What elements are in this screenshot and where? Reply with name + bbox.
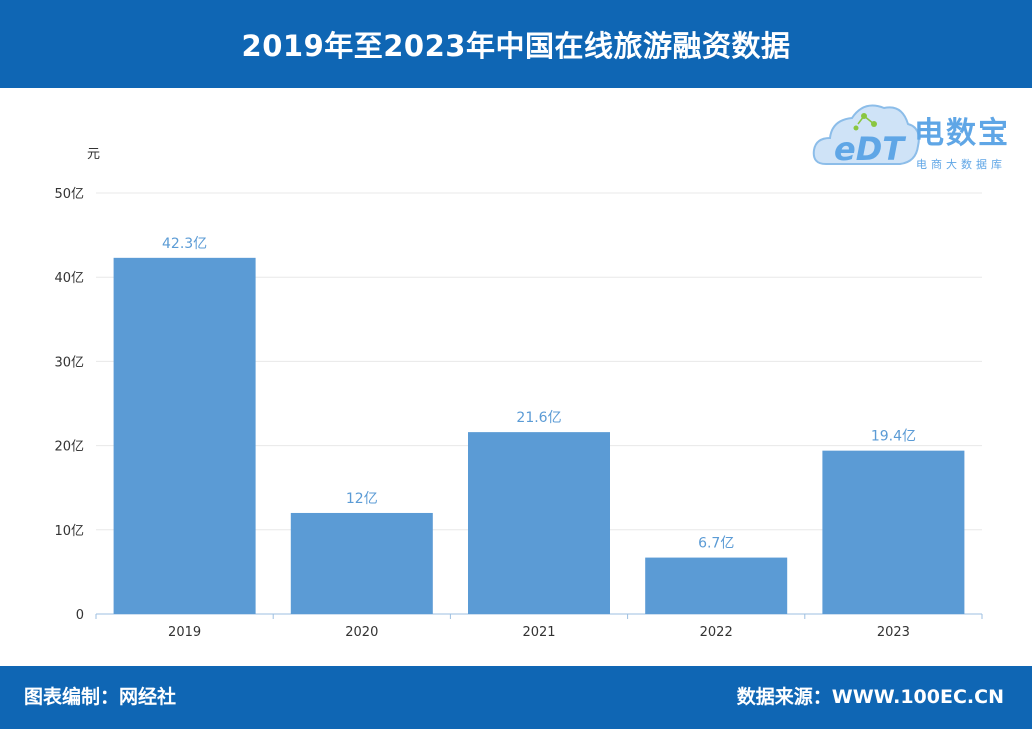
y-axis-unit: 元	[87, 147, 100, 162]
data-label-2020: 12亿	[346, 491, 378, 507]
data-label-2023: 19.4亿	[871, 429, 916, 445]
edt-logo: eDT 电数宝 电商大数据库	[812, 94, 1024, 176]
y-tick-label: 0	[76, 608, 84, 623]
data-label-2021: 21.6亿	[516, 410, 561, 426]
y-tick-label: 50亿	[54, 187, 84, 202]
data-label-2022: 6.7亿	[698, 536, 734, 552]
bar-2021	[468, 432, 610, 614]
data-label-2019: 42.3亿	[162, 236, 207, 252]
x-tick-label-2020: 2020	[345, 625, 378, 640]
logo-subtitle: 电商大数据库	[916, 158, 1006, 171]
y-tick-label: 10亿	[54, 524, 84, 539]
x-tick-label-2023: 2023	[877, 625, 910, 640]
x-tick-label-2021: 2021	[522, 625, 555, 640]
x-tick-label-2022: 2022	[700, 625, 733, 640]
y-tick-label: 30亿	[54, 355, 84, 370]
bar-2023	[822, 450, 965, 614]
cloud-icon	[812, 104, 920, 165]
bar-2020	[290, 512, 433, 614]
y-tick-label: 20亿	[54, 440, 84, 455]
logo-brand-text: 电数宝	[914, 116, 1010, 151]
footer-bar: 图表编制：网经社 数据来源：WWW.100EC.CN	[0, 666, 1032, 729]
header-bar: 2019年至2023年中国在线旅游融资数据	[0, 0, 1032, 88]
logo-edt-text: eDT	[834, 130, 905, 168]
bar-2019	[113, 257, 256, 614]
bar-2022	[645, 557, 788, 614]
chart-title: 2019年至2023年中国在线旅游融资数据	[241, 29, 791, 63]
footer-source: 数据来源：WWW.100EC.CN	[736, 686, 1004, 708]
x-tick-label-2019: 2019	[168, 625, 201, 640]
footer-credit: 图表编制：网经社	[24, 686, 177, 708]
y-tick-label: 40亿	[54, 271, 84, 286]
